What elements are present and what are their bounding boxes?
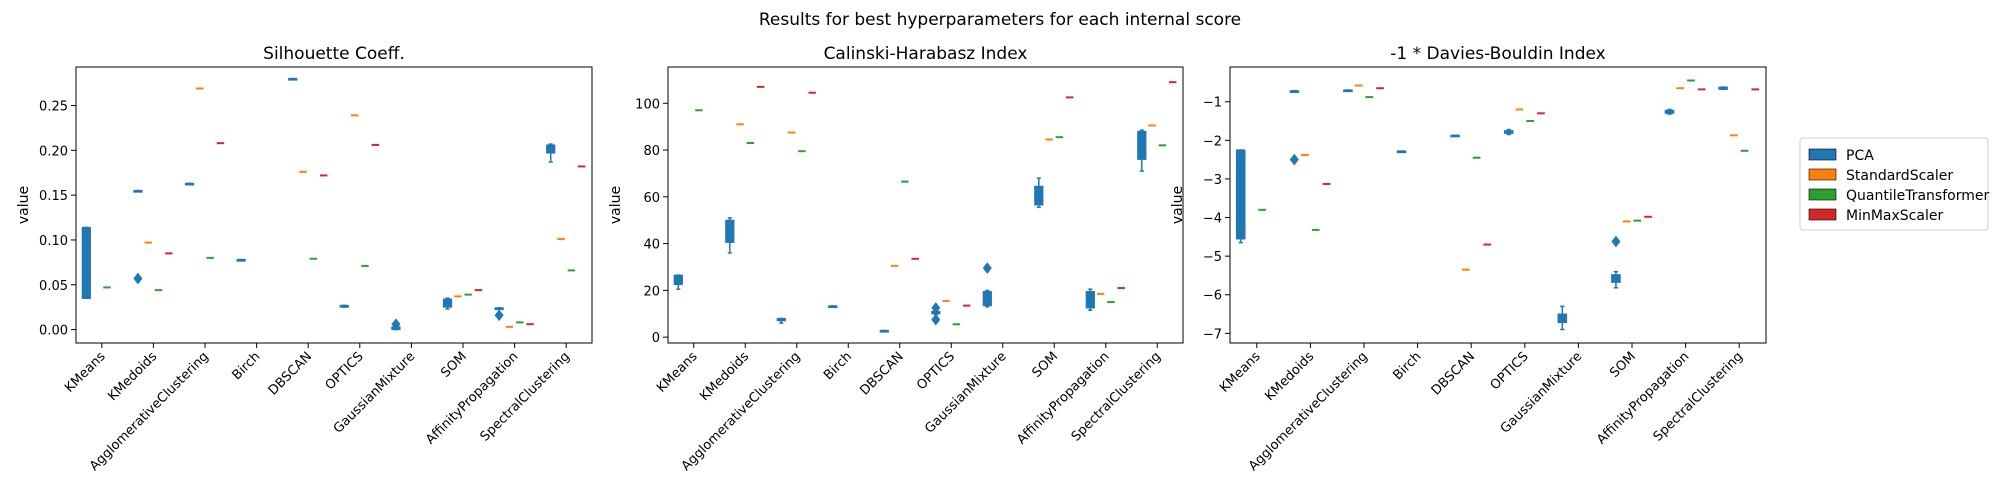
x-tick-label: SOM [438, 349, 470, 381]
series-QuantileTransformer [695, 109, 1167, 326]
x-tick-label: SpectralClustering [1651, 349, 1746, 444]
series-MinMaxScaler [1322, 87, 1760, 246]
x-tick-label: OPTICS [914, 349, 958, 393]
y-tick-label: 100 [635, 97, 660, 112]
legend: PCA StandardScaler QuantileTransformer MinM… [1799, 137, 1989, 231]
y-tick-label: 80 [643, 144, 660, 159]
y-tick-label: 0 [652, 331, 660, 346]
series-StandardScaler [736, 123, 1156, 302]
y-tick-label: 0.25 [39, 100, 68, 115]
x-tick-label: Birch [821, 349, 855, 383]
x-tick-label: KMedoids [697, 349, 752, 404]
y-tick-label: 0.20 [39, 144, 68, 159]
legend-swatch [1808, 188, 1837, 201]
series-StandardScaler [1301, 84, 1738, 271]
axes-frame [1229, 66, 1767, 344]
legend-label: StandardScaler [1846, 168, 1953, 184]
y-tick-label: −5 [1203, 250, 1222, 265]
x-tick-label: Birch [1390, 349, 1424, 383]
legend-label: PCA [1846, 148, 1874, 164]
series-MinMaxScaler [756, 81, 1177, 307]
series-MinMaxScaler [165, 142, 586, 326]
legend-label: MinMaxScaler [1846, 208, 1943, 224]
box-flier [982, 262, 992, 275]
x-tick-label: SOM [1029, 349, 1061, 381]
y-tick-label: −2 [1203, 134, 1222, 149]
subplot-title: Silhouette Coeff. [263, 44, 405, 64]
axes-frame [667, 66, 1184, 344]
x-tick-label: DBSCAN [857, 349, 906, 398]
box [546, 144, 556, 154]
x-tick-label: Birch [229, 349, 263, 383]
box-flier [931, 302, 941, 314]
subplot-1: Silhouette Coeff. value 0.00 0.05 0.10 0.15 0.… [16, 44, 593, 474]
y-axis-label: value [1170, 186, 1186, 224]
subplot-title: Calinski-Harabasz Index [824, 44, 1028, 64]
subplot-3: -1 * Davies-Bouldin Index value −7 −6 −5 −4 −3… [1170, 44, 1767, 474]
box [982, 291, 992, 307]
x-tick-label: AffinityPropagation [1014, 349, 1112, 447]
y-tick-label: −3 [1203, 173, 1222, 188]
series-PCA [81, 77, 556, 331]
y-tick-label: −7 [1203, 327, 1222, 342]
box-flier [391, 318, 401, 331]
y-tick-label: −6 [1203, 289, 1222, 304]
x-tick-label: DBSCAN [266, 349, 315, 398]
series-PCA [1235, 86, 1728, 331]
box-flier [931, 313, 941, 326]
x-tick-label: DBSCAN [1429, 349, 1478, 398]
box [673, 274, 683, 286]
y-axis-label: value [608, 186, 624, 224]
y-tick-label: −1 [1203, 96, 1222, 111]
legend-swatch [1808, 148, 1837, 161]
x-tick-label: AffinityPropagation [1594, 349, 1692, 447]
box-flier [133, 272, 143, 285]
box [1085, 291, 1095, 309]
box [1235, 149, 1246, 240]
x-tick-label: KMeans [62, 349, 109, 396]
series-QuantileTransformer [1258, 79, 1749, 231]
x-tick-label: KMedoids [1262, 349, 1317, 404]
x-tick-label: AffinityPropagation [423, 349, 521, 447]
subplots: Silhouette Coeff. value 0.00 0.05 0.10 0.15 0.… [16, 44, 1767, 474]
x-tick-label: SpectralClustering [478, 349, 573, 444]
subplot-2: Calinski-Harabasz Index value 0 20 40 60 80 100… [608, 44, 1184, 474]
series-PCA [673, 129, 1147, 333]
legend-swatch [1808, 208, 1837, 221]
x-tick-label: KMeans [654, 349, 701, 396]
y-tick-label: −4 [1203, 212, 1222, 227]
y-tick-label: 20 [643, 284, 660, 299]
legend-swatch [1808, 168, 1837, 181]
y-tick-label: 0.15 [39, 189, 68, 204]
y-tick-label: 0.05 [39, 279, 68, 294]
y-tick-label: 60 [643, 191, 660, 206]
box [1034, 185, 1044, 206]
box-flier [1289, 153, 1299, 166]
box [725, 219, 735, 243]
series-StandardScaler [144, 87, 565, 328]
box [1137, 130, 1147, 160]
y-tick-label: 0.10 [39, 234, 68, 249]
box [81, 226, 91, 299]
axes-frame [75, 66, 593, 344]
subplot-title: -1 * Davies-Bouldin Index [1390, 44, 1605, 64]
x-tick-label: SpectralClustering [1069, 349, 1164, 444]
figure-suptitle: Results for best hyperparameters for eac… [759, 10, 1241, 30]
box-flier [494, 309, 504, 322]
x-tick-label: KMedoids [105, 349, 160, 404]
y-axis-label: value [16, 186, 32, 224]
y-tick-label: 0.00 [39, 324, 68, 339]
legend-label: QuantileTransformer [1846, 188, 1989, 204]
box [442, 298, 453, 308]
x-tick-label: OPTICS [1488, 349, 1532, 393]
series-QuantileTransformer [103, 256, 576, 324]
x-tick-label: OPTICS [323, 349, 367, 393]
x-tick-label: KMeans [1217, 349, 1264, 396]
box-flier [1611, 235, 1621, 248]
legend-frame [1799, 137, 1989, 231]
y-tick-label: 40 [643, 238, 660, 253]
x-tick-label: SOM [1607, 349, 1639, 381]
